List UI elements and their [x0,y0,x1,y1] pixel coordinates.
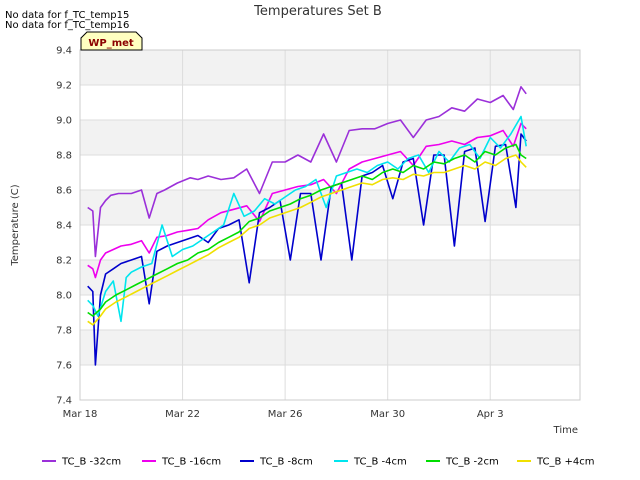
x-tick-label: Mar 22 [165,409,200,420]
site-label: WP_met [88,38,134,49]
series-line-4 [87,115,527,323]
series-line-3 [87,133,527,366]
legend-label: TC_B -32cm [61,457,121,468]
y-tick-label: 8.8 [56,151,72,162]
plot-band [80,85,580,120]
y-tick-label: 7.6 [56,361,72,372]
y-tick-label: 8.6 [56,186,72,197]
y-tick-label: 8.0 [56,291,72,302]
y-tick-label: 7.8 [56,326,72,337]
series-lines [87,86,527,366]
series-line-1 [87,86,527,258]
legend-item: TC_B -4cm [334,457,407,468]
y-tick-label: 7.4 [56,396,72,407]
legend-item: TC_B -16cm [142,457,221,468]
series-line-5 [87,143,527,317]
legend-item: TC_B -8cm [240,457,313,468]
x-axis-label: Time [553,425,578,436]
plot-band [80,365,580,400]
y-tick-label: 9.4 [56,46,72,57]
no-data-note-2: No data for f_TC_temp16 [5,20,129,31]
legend-label: TC_B -8cm [259,457,313,468]
y-tick-label: 9.2 [56,81,72,92]
legend-label: TC_B +4cm [536,457,595,468]
x-tick-label: Apr 3 [477,409,504,420]
plot-frame [79,49,581,401]
no-data-note-1: No data for f_TC_temp15 [5,10,129,21]
series-line-2 [87,122,527,279]
legend-item: TC_B -32cm [42,457,121,468]
legend-label: TC_B -4cm [353,457,407,468]
y-tick-label: 9.0 [56,116,72,127]
site-label-box: WP_met [80,31,143,51]
y-tick-label: 8.4 [56,221,72,232]
x-tick-label: Mar 26 [268,409,303,420]
chart-title: Temperatures Set B [253,4,382,19]
plot-band [80,50,580,85]
x-axis-ticks: Mar 18 Mar 22 Mar 26 Mar 30 Apr 3 [63,409,504,420]
plot-band [80,330,580,365]
legend-label: TC_B -16cm [161,457,221,468]
plot-band [80,295,580,330]
legend: TC_B -32cm TC_B -16cm TC_B -8cm TC_B -4cm TC… [42,457,595,468]
series-line-6 [87,154,527,326]
y-axis-ticks: 7.4 7.6 7.8 8.0 8.2 8.4 8.6 8.8 9.0 9.2 9.4 [56,46,72,407]
y-axis-label: Temperature (C) [10,184,21,266]
legend-item: TC_B +4cm [517,457,595,468]
x-tick-label: Mar 30 [370,409,405,420]
y-tick-label: 8.2 [56,256,72,267]
x-tick-label: Mar 18 [63,409,98,420]
legend-item: TC_B -2cm [426,457,499,468]
plot-band [80,155,580,190]
legend-label: TC_B -2cm [445,457,499,468]
